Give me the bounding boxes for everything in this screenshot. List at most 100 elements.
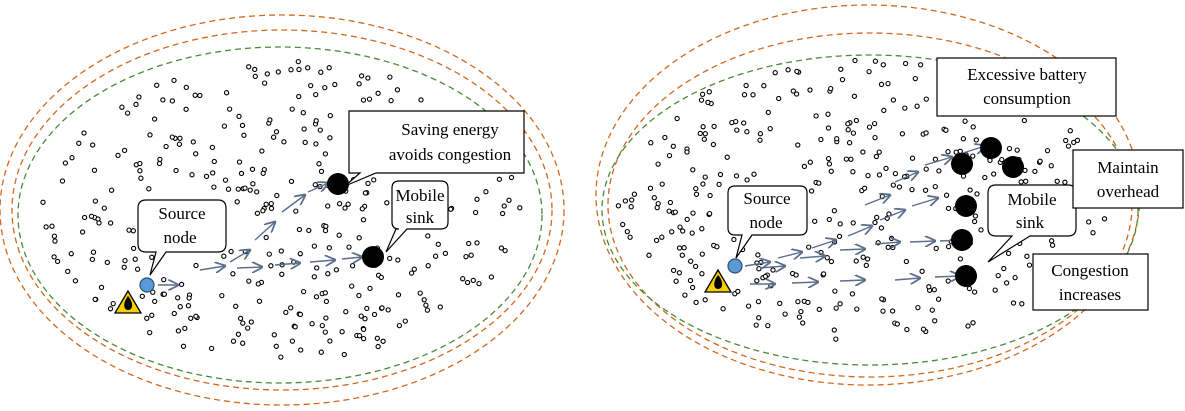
sensor-node-dot bbox=[1005, 250, 1012, 257]
sensor-node-dot bbox=[839, 76, 846, 83]
sensor-node-dot bbox=[90, 142, 96, 148]
left-sink-label-line1: Mobile bbox=[395, 186, 444, 205]
sensor-node-dot bbox=[995, 272, 1001, 279]
sensor-node-dot bbox=[699, 226, 705, 232]
sensor-node-dot bbox=[1044, 147, 1051, 154]
sensor-node-dot bbox=[693, 299, 699, 306]
sensor-node-dot bbox=[300, 110, 306, 116]
sensor-node-dot bbox=[935, 296, 942, 302]
sensor-node-dot bbox=[692, 263, 699, 270]
sensor-node-dot bbox=[268, 263, 274, 269]
sensor-node-dot bbox=[157, 156, 163, 163]
sensor-node-dot bbox=[161, 276, 167, 283]
sensor-node-dot bbox=[831, 208, 838, 214]
sensor-node-dot bbox=[767, 125, 773, 132]
right-sink-callout: Mobile sink bbox=[987, 184, 1077, 263]
sensor-node-dot bbox=[130, 228, 136, 234]
sensor-node-dot bbox=[268, 200, 274, 207]
right-panel: Source node Mobile sink Excessive batter… bbox=[595, 4, 1184, 386]
sensor-node-dot bbox=[863, 262, 869, 269]
sensor-node-dot bbox=[932, 183, 938, 190]
sensor-node-dot bbox=[193, 151, 199, 157]
sensor-node-dot bbox=[880, 62, 886, 68]
sensor-node-dot bbox=[221, 253, 227, 259]
sensor-node-dot bbox=[689, 284, 696, 291]
sensor-node-dot bbox=[936, 168, 942, 174]
sensor-node-dot bbox=[175, 328, 182, 334]
sensor-node-dot bbox=[375, 343, 381, 350]
sensor-node-dot bbox=[311, 243, 318, 249]
left-note-line2: avoids congestion bbox=[389, 145, 512, 164]
right-mobile-sink-icon bbox=[951, 229, 973, 251]
sensor-node-dot bbox=[240, 320, 246, 326]
sensor-node-dot bbox=[1024, 253, 1030, 259]
sensor-node-dot bbox=[221, 123, 228, 129]
right-data-paths bbox=[744, 146, 985, 284]
sensor-node-dot bbox=[674, 115, 680, 122]
sensor-node-dot bbox=[970, 124, 976, 130]
sensor-node-dot bbox=[795, 298, 801, 305]
sensor-node-dot bbox=[824, 255, 830, 261]
sensor-node-dot bbox=[702, 174, 708, 180]
sensor-node-dot bbox=[239, 122, 246, 129]
sensor-node-dot bbox=[1003, 280, 1010, 286]
sensor-node-dot bbox=[866, 124, 873, 130]
sensor-node-dot bbox=[95, 216, 101, 222]
sensor-node-dot bbox=[279, 271, 285, 277]
sensor-node-dot bbox=[326, 245, 332, 251]
sensor-node-dot bbox=[1054, 178, 1060, 184]
sensor-node-dot bbox=[375, 90, 381, 96]
sensor-node-dot bbox=[271, 332, 277, 338]
sensor-node-dot bbox=[238, 170, 245, 177]
sensor-node-dot bbox=[756, 315, 762, 321]
sensor-node-dot bbox=[317, 127, 323, 133]
sensor-node-dot bbox=[953, 149, 959, 155]
left-mobile-sink-icon bbox=[362, 246, 384, 268]
sensor-node-dot bbox=[631, 191, 638, 197]
sensor-node-dot bbox=[339, 329, 345, 335]
sensor-node-dot bbox=[992, 287, 998, 293]
sensor-node-dot bbox=[51, 233, 58, 239]
sensor-node-dot bbox=[876, 172, 883, 178]
sensor-node-dot bbox=[974, 191, 980, 197]
left-note-callout: Saving energy avoids congestion bbox=[344, 110, 525, 187]
sensor-node-dot bbox=[387, 74, 393, 80]
sensor-node-dot bbox=[235, 186, 241, 192]
sensor-node-dot bbox=[1049, 242, 1056, 248]
right-mobile-sink-icon bbox=[955, 195, 977, 217]
sensor-node-dot bbox=[343, 309, 349, 315]
right-congestion-note-line1: Congestion bbox=[1051, 261, 1129, 280]
sensor-node-dot bbox=[754, 278, 760, 284]
sensor-node-dot bbox=[115, 152, 121, 159]
sensor-node-dot bbox=[1018, 179, 1024, 185]
sensor-node-dot bbox=[772, 70, 778, 76]
sensor-node-dot bbox=[1065, 143, 1072, 149]
sensor-node-dot bbox=[295, 58, 301, 65]
sensor-node-dot bbox=[648, 140, 654, 146]
sensor-node-dot bbox=[69, 155, 75, 161]
sensor-node-dot bbox=[872, 219, 878, 226]
sensor-node-dot bbox=[149, 254, 155, 260]
sensor-node-dot bbox=[506, 197, 512, 203]
sensor-node-dot bbox=[904, 326, 910, 333]
sensor-node-dot bbox=[735, 288, 741, 295]
sensor-node-dot bbox=[230, 271, 236, 277]
sensor-node-dot bbox=[818, 136, 824, 143]
sensor-node-dot bbox=[313, 91, 319, 98]
right-overhead-note-line1: Maintain bbox=[1097, 158, 1159, 177]
sensor-node-dot bbox=[483, 189, 489, 195]
sensor-node-dot bbox=[169, 134, 175, 140]
sensor-node-dot bbox=[629, 197, 635, 203]
sensor-node-dot bbox=[65, 268, 71, 275]
sensor-node-dot bbox=[957, 256, 964, 262]
sensor-node-dot bbox=[741, 92, 748, 98]
sensor-node-dot bbox=[896, 184, 903, 190]
sensor-node-dot bbox=[281, 139, 287, 145]
right-battery-note: Excessive battery consumption bbox=[936, 57, 1117, 117]
sensor-node-dot bbox=[474, 196, 480, 202]
sensor-node-dot bbox=[915, 304, 921, 311]
sensor-node-dot bbox=[435, 241, 441, 247]
sensor-node-dot bbox=[1062, 179, 1068, 185]
sensor-node-dot bbox=[362, 316, 368, 322]
sensor-node-dot bbox=[270, 134, 277, 140]
